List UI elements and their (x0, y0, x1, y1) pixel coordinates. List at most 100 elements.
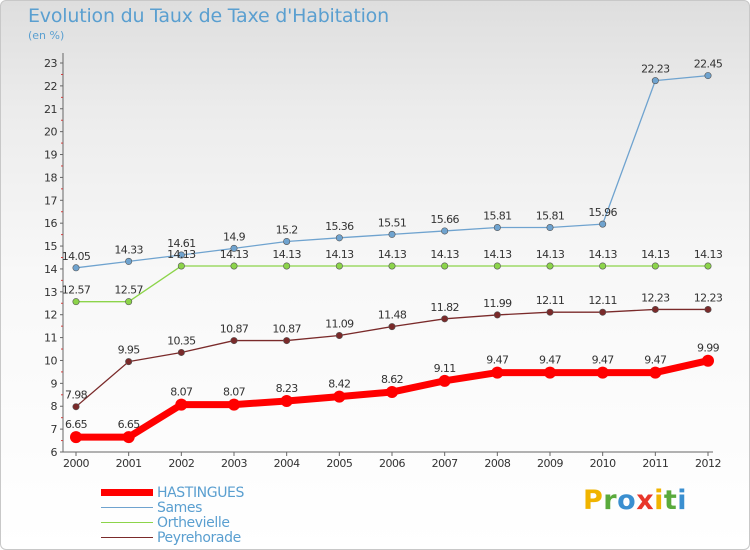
data-point-hastingues (596, 366, 609, 379)
data-label-hastingues: 8.42 (328, 378, 350, 391)
data-point-sames (441, 227, 449, 235)
x-tick-label: 2011 (642, 457, 668, 470)
data-label-peyrehorade: 12.11 (536, 294, 565, 307)
chart-title: Evolution du Taux de Taxe d'Habitation (28, 5, 389, 27)
legend-label: HASTINGUES (157, 484, 244, 501)
logo-letter: i (654, 485, 664, 516)
data-point-sames (335, 234, 343, 242)
legend-swatch (101, 521, 153, 524)
logo-letter: x (636, 485, 655, 516)
data-point-orthevielle (335, 262, 343, 270)
data-label-peyrehorade: 9.95 (118, 344, 141, 357)
data-point-hastingues (386, 386, 398, 399)
data-point-orthevielle (388, 262, 396, 270)
data-label-orthevielle: 14.13 (536, 248, 565, 261)
legend-label: Sames (157, 499, 203, 516)
legend-item-peyrehorade: Peyrehorade (101, 530, 244, 546)
data-point-hastingues (702, 354, 714, 367)
data-point-sames (388, 230, 396, 238)
data-point-peyrehorade (441, 315, 449, 323)
x-tick-label: 2005 (326, 457, 352, 470)
data-point-peyrehorade (72, 403, 80, 411)
data-label-hastingues: 8.23 (276, 382, 299, 395)
data-label-sames: 22.45 (694, 58, 723, 71)
y-tick-label: 18 (44, 171, 57, 184)
y-tick-label: 14 (44, 263, 57, 276)
data-label-sames: 14.05 (62, 250, 91, 263)
data-label-sames: 15.81 (536, 210, 565, 223)
data-label-hastingues: 9.99 (697, 342, 720, 355)
data-point-hastingues (544, 366, 556, 379)
data-point-hastingues (649, 366, 662, 379)
data-label-hastingues: 9.47 (644, 354, 667, 367)
data-point-peyrehorade (335, 332, 343, 340)
data-label-peyrehorade: 11.82 (430, 301, 459, 314)
legend-label: Orthevielle (157, 514, 230, 531)
data-label-peyrehorade: 10.35 (167, 334, 196, 347)
data-label-hastingues: 8.62 (381, 373, 403, 386)
data-point-sames (177, 251, 185, 259)
data-label-peyrehorade: 7.98 (65, 389, 88, 402)
data-label-peyrehorade: 12.23 (694, 291, 723, 304)
y-tick-label: 20 (44, 126, 57, 139)
data-label-peyrehorade: 11.99 (483, 297, 512, 310)
series-sames: 14.05 14.33 14.61 14.9 15.2 15.36 15.51 15.66 15… (62, 58, 723, 272)
data-label-orthevielle: 14.13 (167, 248, 196, 261)
data-point-peyrehorade (283, 337, 291, 345)
y-tick-label: 6 (51, 446, 58, 459)
series-peyrehorade: 7.98 9.95 10.35 10.87 10.87 11.09 11.48 11.82 11… (65, 291, 723, 411)
data-point-hastingues (175, 398, 188, 411)
data-point-peyrehorade (177, 348, 185, 356)
proxiti-logo: Proxiti (583, 485, 687, 516)
data-label-sames: 15.2 (276, 223, 298, 236)
logo-letter: P (583, 485, 604, 516)
data-label-orthevielle: 14.13 (588, 248, 617, 261)
data-label-hastingues: 6.65 (65, 418, 88, 431)
data-point-orthevielle (230, 262, 238, 270)
data-point-orthevielle (651, 262, 659, 270)
legend-item-hastingues: HASTINGUES (101, 484, 244, 501)
data-point-hastingues (333, 390, 346, 403)
data-label-orthevielle: 14.13 (483, 248, 512, 261)
data-label-orthevielle: 14.13 (325, 248, 354, 261)
data-label-sames: 14.33 (114, 243, 143, 256)
y-tick-label: 19 (44, 149, 57, 162)
data-label-orthevielle: 12.57 (114, 284, 143, 297)
data-label-peyrehorade: 12.23 (641, 291, 670, 304)
data-point-sames (704, 72, 712, 80)
data-point-orthevielle (125, 298, 133, 306)
logo-letter: r (603, 485, 618, 516)
y-tick-label: 15 (44, 240, 57, 253)
data-point-hastingues (491, 366, 504, 379)
data-point-peyrehorade (388, 323, 396, 331)
data-point-orthevielle (599, 262, 607, 270)
data-label-hastingues: 9.47 (592, 354, 615, 367)
data-label-peyrehorade: 10.87 (272, 323, 301, 336)
data-point-peyrehorade (230, 337, 238, 345)
y-tick-label: 10 (44, 354, 57, 367)
y-tick-label: 23 (44, 57, 57, 70)
data-point-hastingues (122, 431, 135, 444)
data-label-sames: 15.36 (325, 220, 354, 233)
legend-swatch (101, 489, 153, 496)
data-point-orthevielle (546, 262, 554, 270)
data-label-sames: 22.23 (641, 63, 670, 76)
data-label-sames: 14.61 (167, 237, 196, 250)
data-point-orthevielle (441, 262, 449, 270)
data-point-peyrehorade (125, 358, 133, 366)
data-label-hastingues: 8.07 (170, 386, 193, 399)
data-point-sames (493, 224, 501, 232)
legend-swatch (101, 536, 153, 539)
x-tick-label: 2012 (695, 457, 721, 470)
data-point-sames (546, 224, 554, 232)
data-label-orthevielle: 14.13 (272, 248, 301, 261)
data-point-hastingues (228, 398, 240, 411)
data-label-hastingues: 8.07 (223, 386, 246, 399)
y-tick-label: 16 (44, 217, 57, 230)
x-tick-label: 2004 (274, 457, 300, 470)
data-label-hastingues: 9.11 (434, 362, 456, 375)
y-tick-label: 8 (51, 400, 58, 413)
data-point-sames (651, 77, 659, 85)
data-label-orthevielle: 14.13 (694, 248, 723, 261)
